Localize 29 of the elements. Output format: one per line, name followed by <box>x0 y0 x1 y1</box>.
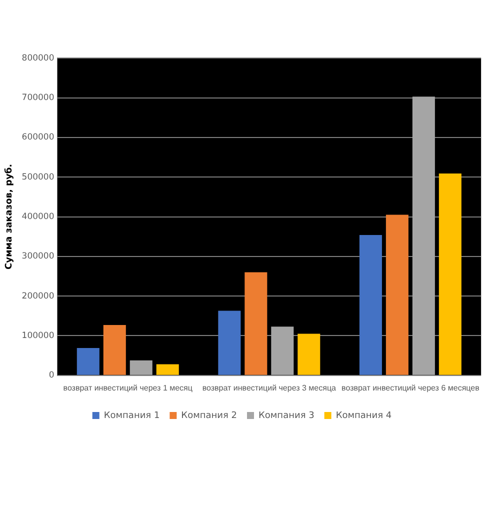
bar <box>271 326 294 375</box>
y-tick-label: 300000 <box>22 252 54 262</box>
bar <box>298 334 320 375</box>
legend-label: Компания 2 <box>181 410 238 421</box>
y-tick-label: 100000 <box>22 330 54 341</box>
bar <box>103 325 126 375</box>
y-tick-label: 400000 <box>22 212 54 222</box>
bar <box>412 96 435 375</box>
bar <box>130 360 152 375</box>
y-tick-label: 700000 <box>22 92 54 103</box>
bar <box>156 364 179 375</box>
y-tick-label: 800000 <box>22 53 54 64</box>
legend-label: Компания 3 <box>258 410 314 421</box>
bar <box>438 174 462 375</box>
bar <box>218 310 241 375</box>
x-tick-label: возврат инвестиций через 3 месяца <box>202 383 337 392</box>
y-tick-label: 600000 <box>22 132 54 143</box>
bar <box>244 272 268 375</box>
y-tick-label: 200000 <box>22 291 54 302</box>
y-axis-title: Сумма заказов, руб. <box>4 164 15 270</box>
legend-label: Компания 1 <box>104 410 160 421</box>
legend-label: Компания 4 <box>336 410 392 421</box>
y-tick-label: 500000 <box>22 172 54 182</box>
bar <box>359 234 382 375</box>
bar <box>386 214 408 375</box>
x-tick-label: возврат инвестиций через 6 месяцев <box>342 383 480 392</box>
y-tick-label: 0 <box>48 370 54 381</box>
x-tick-label: возврат инвестиций через 1 месяц <box>63 383 193 392</box>
bar <box>76 348 100 375</box>
